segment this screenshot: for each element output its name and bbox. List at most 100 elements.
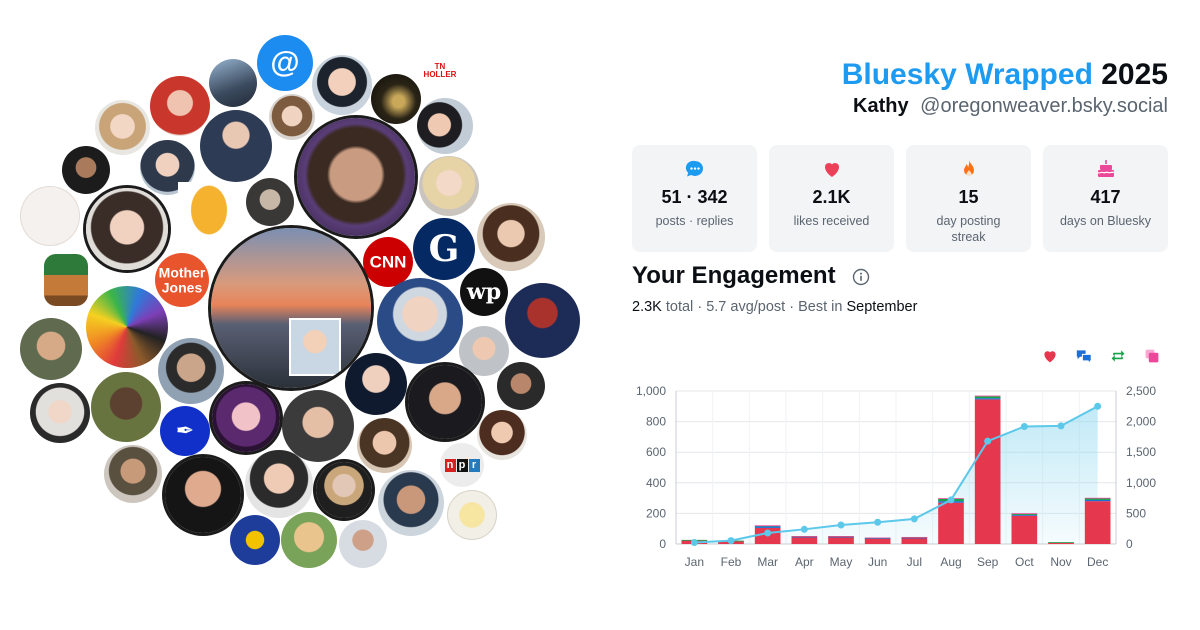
avatar	[339, 520, 387, 568]
avatar	[165, 457, 241, 533]
cake-icon	[1096, 159, 1116, 179]
avatar	[377, 278, 463, 364]
flame-icon	[959, 159, 979, 179]
bar-segment	[1011, 514, 1038, 516]
x-tick-label: Oct	[1015, 555, 1034, 569]
bar-segment	[828, 536, 854, 537]
avatar	[20, 318, 82, 380]
best-month: September	[846, 299, 918, 315]
brand-title: Bluesky Wrapped	[841, 58, 1093, 91]
avatar	[95, 100, 150, 155]
best-month-prefix: Best in	[798, 299, 843, 315]
separator: ·	[789, 299, 795, 315]
cumulative-point	[1094, 402, 1102, 410]
cumulative-point	[984, 437, 992, 445]
guardian-logo: G	[428, 228, 460, 270]
npr-letter: r	[468, 459, 480, 472]
bar-segment	[974, 398, 1001, 400]
cumulative-point	[1020, 422, 1028, 430]
avatar	[86, 286, 168, 368]
cumulative-point	[837, 521, 845, 529]
bar-segment	[901, 536, 928, 538]
avatar	[282, 390, 354, 462]
repost-icon[interactable]	[1108, 346, 1128, 366]
stat-cards: 51 · 342 posts · replies 2.1K likes rece…	[632, 145, 1168, 252]
bar-segment	[1084, 501, 1111, 544]
mother-jones-logo-line1: Mother	[158, 264, 206, 281]
bar-segment	[938, 502, 964, 544]
engagement-title: Your Engagement	[632, 262, 836, 289]
avatar	[212, 384, 280, 452]
avatar	[345, 353, 407, 415]
avatar	[246, 178, 294, 226]
x-tick-label: Feb	[721, 555, 742, 569]
avatar	[211, 228, 371, 388]
cumulative-point	[690, 538, 698, 546]
x-tick-label: Jun	[868, 555, 887, 569]
stat-card-streak: 15 day posting streak	[906, 145, 1031, 252]
y-tick-label: 400	[646, 476, 666, 490]
bar-segment	[828, 536, 854, 538]
cumulative-point	[874, 518, 882, 526]
heart-icon[interactable]	[1040, 346, 1060, 366]
avatar	[477, 203, 545, 271]
avatar	[497, 362, 545, 410]
avatar	[158, 338, 224, 404]
bar-segment	[828, 537, 854, 544]
stat-label: days on Bluesky	[1059, 214, 1152, 228]
cumulative-point	[910, 515, 918, 523]
avatar	[245, 450, 313, 518]
x-tick-label: Sep	[977, 555, 999, 569]
x-tick-label: Mar	[757, 555, 778, 569]
wapo-avatar: wp	[460, 268, 508, 316]
x-tick-label: Nov	[1050, 555, 1071, 569]
tn-holler-logo: TN HOLLER	[423, 62, 457, 79]
mother-jones-logo-line2: Jones	[161, 279, 203, 295]
bar-segment	[1084, 497, 1111, 499]
bar-segment	[1011, 513, 1038, 515]
cumulative-point	[947, 496, 955, 504]
bar-segment	[1084, 499, 1111, 502]
y2-tick-label: 1,000	[1126, 476, 1156, 490]
engagement-summary: 2.3K total · 5.7 avg/post · Best in Sept…	[632, 299, 917, 315]
stat-label: day posting streak	[936, 214, 1001, 245]
avatar	[281, 512, 337, 568]
avatar	[297, 118, 415, 236]
avatar	[30, 383, 90, 443]
avatar	[477, 410, 527, 460]
user-identity: Kathy @oregonweaver.bsky.social	[853, 95, 1168, 118]
washington-post-logo: wp	[466, 279, 502, 305]
avatar	[447, 490, 497, 540]
at-sign-icon: @	[270, 46, 300, 79]
page-title: Bluesky Wrapped 2025	[842, 58, 1168, 92]
separator: ·	[697, 299, 703, 315]
avatar-inset	[289, 318, 341, 376]
engagement-chart: 0 200 400 600 800 1,000 0 500 1,000 1,500 2,000 2,5…	[636, 384, 1156, 569]
avatar	[20, 186, 80, 246]
avatar	[357, 418, 412, 473]
stat-label: posts · replies	[655, 214, 734, 228]
cnn-avatar: CNN	[363, 237, 413, 287]
avatar: ✒	[160, 406, 210, 456]
avatar	[378, 470, 444, 536]
stat-value: 417	[1090, 187, 1121, 207]
avatar	[312, 55, 372, 115]
quote-icon[interactable]	[1142, 346, 1162, 366]
at-sign-avatar: @	[257, 35, 313, 91]
y-tick-label: 800	[646, 415, 666, 429]
replies-icon[interactable]	[1074, 346, 1094, 366]
bar-segment	[1011, 515, 1038, 544]
cumulative-point	[1057, 422, 1065, 430]
mother-jones-avatar: Mother Jones	[155, 253, 209, 307]
stat-card-days: 417 days on Bluesky	[1043, 145, 1168, 252]
info-icon[interactable]	[852, 268, 870, 291]
npr-letter: p	[456, 459, 468, 472]
avatar	[419, 156, 479, 216]
guardian-avatar: G	[413, 218, 475, 280]
bar-segment	[901, 537, 928, 539]
bar-segment	[791, 536, 818, 537]
avatar	[505, 283, 580, 358]
stat-value: 2.1K	[812, 187, 851, 207]
